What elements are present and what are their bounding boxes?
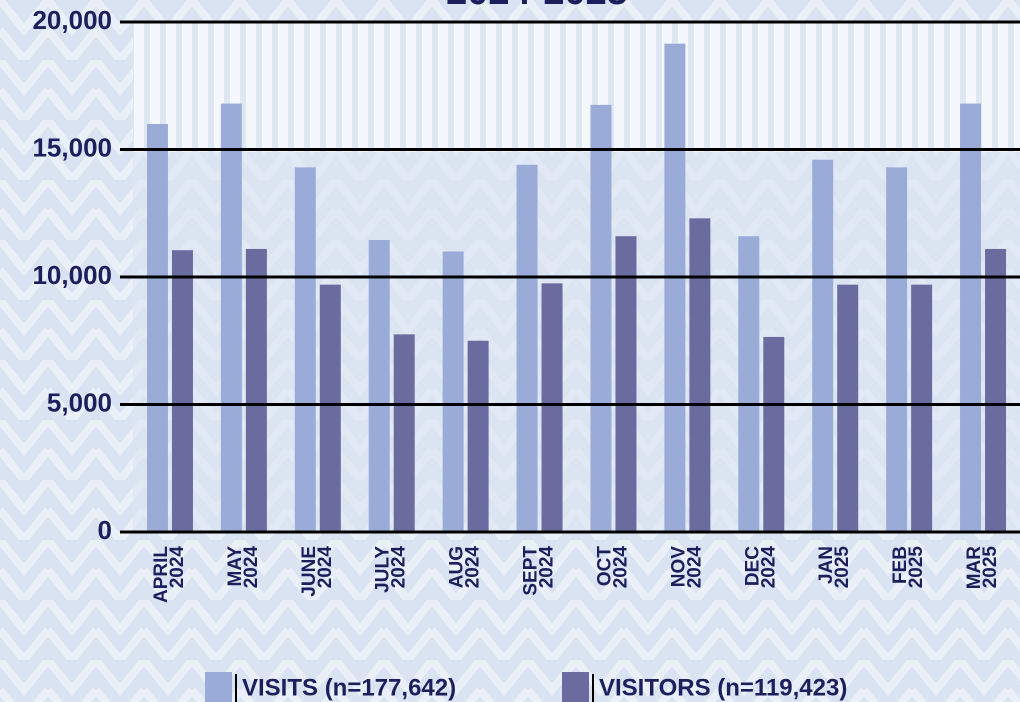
x-tick-label: JAN2025	[816, 546, 853, 589]
x-tick-label: OCT2024	[594, 546, 631, 589]
bar	[541, 283, 563, 532]
bar	[738, 236, 760, 532]
bar	[812, 159, 834, 532]
y-tick-label: 10,000	[32, 260, 112, 290]
x-tick-label: JULY2024	[373, 546, 410, 593]
x-tick-label: SEPT2024	[521, 546, 558, 596]
bar	[590, 104, 612, 532]
bar	[171, 250, 193, 532]
y-tick-label: 5,000	[47, 387, 112, 417]
bar	[294, 167, 316, 532]
bars	[146, 43, 1007, 533]
legend-label: VISITORS (n=119,423)	[599, 674, 847, 701]
legend-swatch	[205, 672, 232, 702]
x-tick-label: NOV2024	[668, 546, 705, 589]
y-tick-label: 20,000	[32, 5, 112, 35]
bar	[368, 240, 390, 532]
bar	[146, 124, 168, 532]
bar	[442, 251, 464, 532]
bar	[220, 103, 242, 532]
plot-band	[133, 152, 1020, 532]
bar	[516, 164, 538, 533]
x-tick-label: APRIL2024	[151, 546, 188, 603]
bar	[985, 248, 1007, 532]
bar	[689, 218, 711, 532]
legend-label: VISITS (n=177,642)	[242, 674, 456, 701]
y-tick-label: 0	[98, 515, 112, 545]
plot-band	[133, 22, 1020, 152]
legend-swatch	[562, 672, 589, 702]
grid	[133, 20, 1020, 534]
bar	[886, 167, 908, 532]
bar	[615, 236, 637, 532]
x-tick-label: MAY2024	[225, 546, 262, 589]
x-tick-label: DEC2024	[742, 546, 779, 589]
bar	[664, 43, 686, 533]
bar	[245, 248, 267, 532]
chart-title: 2024-2025	[446, 0, 628, 13]
bar	[837, 284, 859, 532]
bar	[763, 336, 785, 532]
bar	[960, 103, 982, 532]
bar	[393, 334, 415, 532]
x-tick-label: FEB2025	[890, 546, 927, 589]
x-tick-label: AUG2024	[447, 546, 484, 589]
x-tick-label: MAR2025	[964, 546, 1001, 590]
bar	[319, 284, 341, 532]
bar	[467, 340, 489, 532]
y-tick-label: 15,000	[32, 132, 112, 162]
x-tick-label: JUNE2024	[299, 546, 336, 597]
bar	[911, 284, 933, 532]
